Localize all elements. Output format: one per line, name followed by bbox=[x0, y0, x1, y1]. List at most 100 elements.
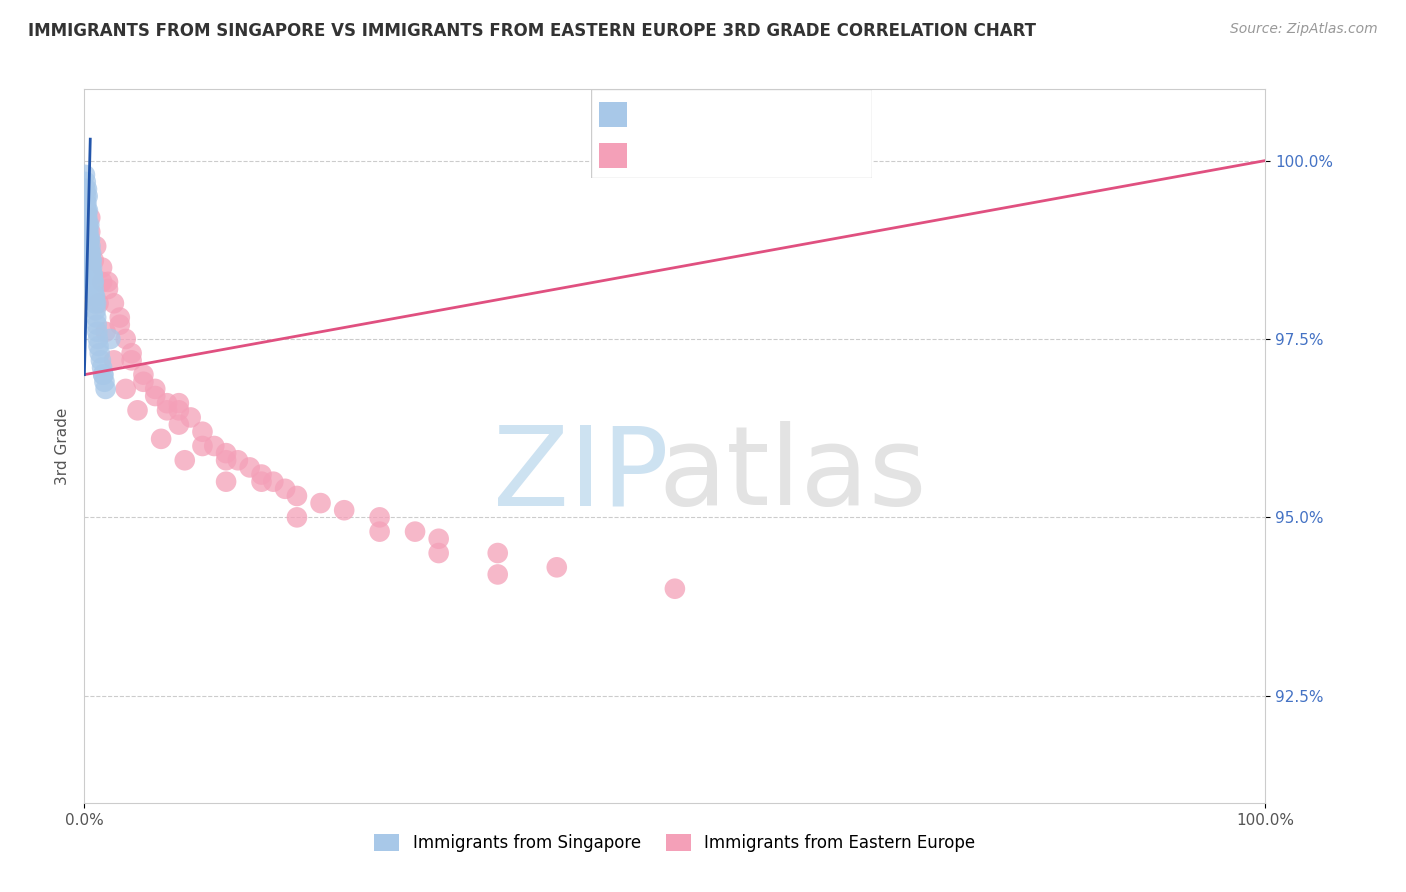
Point bbox=[427, 532, 450, 546]
Point bbox=[77, 225, 100, 239]
Point bbox=[79, 218, 101, 232]
Point bbox=[84, 296, 107, 310]
Point bbox=[80, 246, 103, 260]
Text: IMMIGRANTS FROM SINGAPORE VS IMMIGRANTS FROM EASTERN EUROPE 3RD GRADE CORRELATIO: IMMIGRANTS FROM SINGAPORE VS IMMIGRANTS … bbox=[28, 22, 1036, 40]
Point bbox=[486, 546, 509, 560]
Point bbox=[226, 453, 249, 467]
Point bbox=[91, 360, 114, 375]
Point bbox=[239, 460, 262, 475]
Point bbox=[191, 425, 214, 439]
Point bbox=[427, 546, 450, 560]
Point bbox=[87, 339, 110, 353]
Point bbox=[333, 503, 356, 517]
Point bbox=[250, 475, 273, 489]
Point bbox=[87, 332, 110, 346]
Point bbox=[309, 496, 332, 510]
Point bbox=[114, 332, 136, 346]
Point bbox=[77, 218, 100, 232]
Point bbox=[79, 246, 101, 260]
Point bbox=[143, 389, 166, 403]
Point bbox=[77, 203, 100, 218]
Point bbox=[368, 510, 391, 524]
Point bbox=[79, 232, 101, 246]
Point bbox=[76, 211, 98, 225]
Point bbox=[91, 368, 114, 382]
Point bbox=[250, 467, 273, 482]
Point bbox=[167, 396, 190, 410]
Point bbox=[77, 239, 100, 253]
Point bbox=[79, 253, 101, 268]
Point bbox=[143, 382, 166, 396]
Point bbox=[546, 560, 568, 574]
Point bbox=[285, 510, 308, 524]
Point bbox=[132, 375, 155, 389]
Point bbox=[83, 253, 105, 268]
Point bbox=[91, 275, 114, 289]
Point bbox=[75, 189, 97, 203]
Point bbox=[121, 346, 143, 360]
Point bbox=[94, 325, 117, 339]
Point bbox=[156, 403, 179, 417]
Point bbox=[80, 253, 103, 268]
Point bbox=[215, 446, 238, 460]
Point bbox=[486, 567, 509, 582]
Point bbox=[76, 189, 98, 203]
Point bbox=[80, 260, 103, 275]
Point bbox=[664, 582, 686, 596]
Point bbox=[76, 182, 98, 196]
Point bbox=[76, 196, 98, 211]
Point bbox=[150, 432, 173, 446]
Point bbox=[262, 475, 284, 489]
Point bbox=[83, 275, 105, 289]
Point bbox=[83, 289, 105, 303]
Point bbox=[215, 453, 238, 467]
Point bbox=[103, 296, 125, 310]
Point bbox=[93, 375, 115, 389]
Point bbox=[167, 403, 190, 417]
Point bbox=[89, 346, 111, 360]
Point bbox=[77, 232, 100, 246]
Point bbox=[84, 296, 107, 310]
Point bbox=[77, 239, 100, 253]
Point bbox=[75, 182, 97, 196]
Point bbox=[87, 296, 110, 310]
Text: Source: ZipAtlas.com: Source: ZipAtlas.com bbox=[1230, 22, 1378, 37]
Bar bbox=[599, 102, 627, 127]
Point bbox=[368, 524, 391, 539]
Point bbox=[215, 475, 238, 489]
Point bbox=[108, 318, 131, 332]
Point bbox=[73, 168, 96, 182]
Point bbox=[404, 524, 426, 539]
Point bbox=[84, 239, 107, 253]
Point bbox=[156, 396, 179, 410]
Point bbox=[76, 203, 98, 218]
Point bbox=[108, 310, 131, 325]
Point bbox=[202, 439, 225, 453]
Point bbox=[79, 239, 101, 253]
Point bbox=[94, 382, 117, 396]
Point bbox=[84, 289, 107, 303]
Point bbox=[79, 246, 101, 260]
Point bbox=[79, 225, 101, 239]
Point bbox=[91, 368, 114, 382]
Point bbox=[75, 203, 97, 218]
Point bbox=[80, 260, 103, 275]
Point bbox=[76, 211, 98, 225]
Point bbox=[127, 403, 149, 417]
Text: R = 0.496   N = 56: R = 0.496 N = 56 bbox=[636, 105, 820, 123]
Point bbox=[114, 382, 136, 396]
Point bbox=[76, 218, 98, 232]
Point bbox=[84, 303, 107, 318]
Point bbox=[83, 282, 105, 296]
Point bbox=[82, 275, 104, 289]
Point bbox=[82, 268, 104, 282]
Point bbox=[82, 268, 104, 282]
Point bbox=[98, 332, 121, 346]
Point bbox=[77, 225, 100, 239]
Point bbox=[167, 417, 190, 432]
Point bbox=[285, 489, 308, 503]
Point bbox=[79, 253, 101, 268]
Point bbox=[97, 282, 120, 296]
Point bbox=[77, 232, 100, 246]
Point bbox=[91, 260, 114, 275]
